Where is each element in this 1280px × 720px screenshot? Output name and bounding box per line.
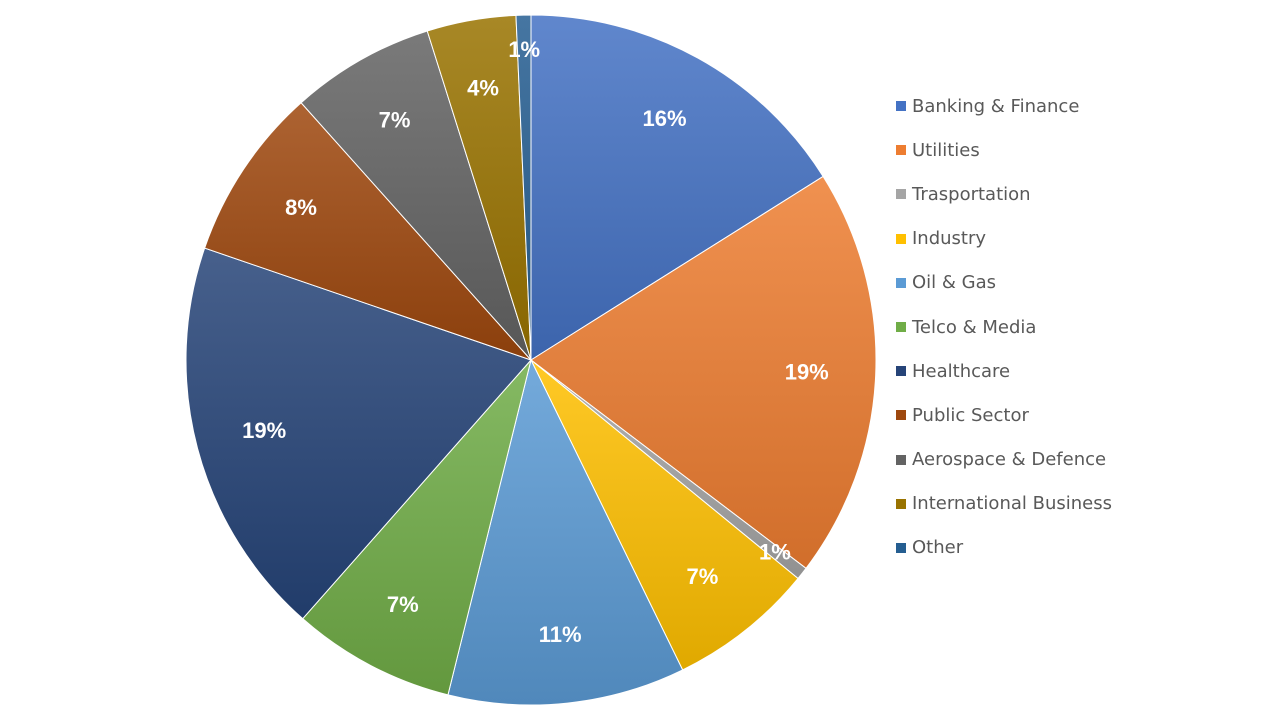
legend-label: Utilities [912, 139, 980, 161]
pie-slice-other [515, 14, 532, 361]
pie-slice-oil-and-gas [447, 358, 684, 706]
legend-swatch [896, 366, 906, 377]
legend-item-aerospace-and-defence: Aerospace & Defence [896, 438, 1266, 482]
legend-item-oil-and-gas: Oil & Gas [896, 261, 1266, 305]
legend-label: Industry [912, 228, 987, 250]
data-label-healthcare: 19% [242, 418, 286, 443]
legend-label: Public Sector [912, 404, 1029, 426]
legend-swatch [896, 189, 906, 200]
legend-swatch [896, 322, 906, 333]
legend-swatch [896, 145, 906, 156]
data-label-international-business: 4% [467, 76, 499, 101]
pie-slice-aerospace-and-defence [300, 30, 532, 361]
legend-item-healthcare: Healthcare [896, 349, 1266, 393]
legend-swatch [896, 101, 906, 112]
legend-item-trasportation: Trasportation [896, 172, 1266, 216]
legend-label: Aerospace & Defence [912, 449, 1107, 471]
legend-item-telco-and-media: Telco & Media [896, 305, 1266, 349]
pie-data-labels: 16% 19% 1% 7% 11% 7% 19% 8% 7% 4% 1% [242, 37, 829, 647]
data-label-trasportation: 1% [759, 540, 791, 565]
pie-slices [185, 14, 877, 706]
data-label-other: 1% [508, 37, 540, 62]
legend-swatch [896, 542, 906, 553]
data-label-industry: 7% [687, 564, 719, 589]
legend-label: Trasportation [912, 183, 1031, 205]
legend-swatch [896, 410, 906, 421]
legend-label: Banking & Finance [912, 95, 1080, 117]
pie-slice-public-sector [204, 102, 533, 362]
legend-swatch [896, 454, 906, 465]
legend-item-international-business: International Business [896, 482, 1266, 526]
legend-item-banking-and-finance: Banking & Finance [896, 84, 1266, 128]
legend-item-other: Other [896, 526, 1266, 570]
chart-legend: Banking & Finance Utilities Trasportation I… [896, 84, 1266, 570]
pie-slice-utilities [530, 175, 877, 570]
pie-slice-telco-and-media [302, 359, 532, 696]
legend-swatch [896, 277, 906, 288]
data-label-oil-and-gas: 11% [539, 622, 582, 647]
pie-slice-industry [530, 359, 799, 671]
legend-item-industry: Industry [896, 217, 1266, 261]
legend-swatch [896, 498, 906, 509]
legend-label: International Business [912, 493, 1112, 515]
pie-slice-banking-and-finance [530, 14, 824, 361]
pie-slice-healthcare [185, 247, 532, 620]
data-label-aerospace-and-defence: 7% [379, 108, 411, 133]
data-label-banking-and-finance: 16% [642, 106, 686, 131]
data-label-public-sector: 8% [285, 195, 317, 220]
legend-label: Telco & Media [912, 316, 1037, 338]
legend-item-utilities: Utilities [896, 128, 1266, 172]
legend-label: Other [912, 537, 964, 559]
legend-item-public-sector: Public Sector [896, 393, 1266, 437]
data-label-telco-and-media: 7% [387, 592, 419, 617]
legend-label: Healthcare [912, 360, 1011, 382]
data-label-utilities: 19% [785, 360, 829, 385]
legend-swatch [896, 233, 906, 244]
legend-label: Oil & Gas [912, 272, 997, 294]
